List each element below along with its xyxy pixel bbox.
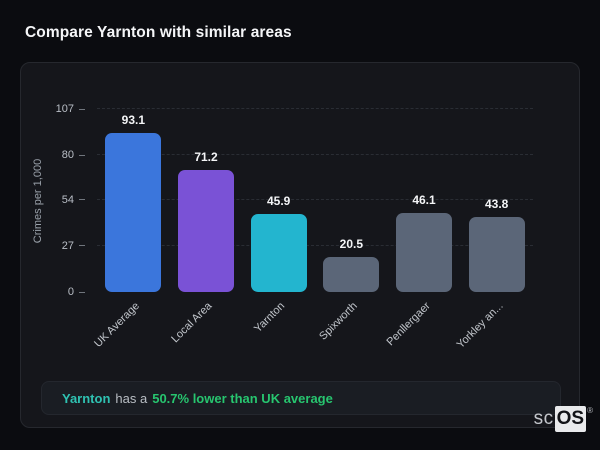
y-tick-27: 27 bbox=[41, 239, 85, 253]
bar-uk-average[interactable] bbox=[105, 132, 162, 292]
bar-penllergaer[interactable] bbox=[396, 213, 452, 292]
x-label-uk-average: UK Average bbox=[91, 300, 142, 350]
bar-spixworth[interactable] bbox=[323, 256, 380, 292]
y-tick-0: 0 bbox=[41, 285, 85, 299]
y-tick-80: 80 bbox=[41, 148, 85, 162]
bar-value-local-area: 71.2 bbox=[194, 150, 218, 165]
summary-middle: has a bbox=[115, 390, 148, 406]
plot-area: Crimes per 1,000 0 27 54 80 107 93.1 UK Averag… bbox=[32, 103, 533, 351]
bar-value-penllergaer: 46.1 bbox=[412, 193, 436, 208]
summary-subject: Yarnton bbox=[62, 390, 111, 406]
summary-note: Yarnton has a 50.7% lower than UK averag… bbox=[41, 381, 561, 415]
registered-mark-icon: ® bbox=[587, 406, 593, 415]
gridline-107 bbox=[97, 108, 533, 109]
bar-value-spixworth: 20.5 bbox=[339, 236, 363, 251]
x-label-yorkley-an: Yorkley an... bbox=[454, 300, 506, 352]
x-label-penllergaer: Penllergaer bbox=[384, 300, 433, 349]
bar-value-yarnton: 45.9 bbox=[266, 193, 291, 208]
logo-prefix: sc bbox=[533, 408, 554, 429]
logo-suffix: OS bbox=[554, 406, 587, 432]
x-label-local-area: Local Area bbox=[169, 300, 215, 346]
gridline-27 bbox=[97, 244, 533, 246]
page-title: Compare Yarnton with similar areas bbox=[25, 24, 292, 41]
bar-value-yorkley-an: 43.8 bbox=[484, 197, 509, 212]
bar-yorkley-an[interactable] bbox=[468, 217, 525, 292]
gridline-80 bbox=[97, 154, 533, 156]
summary-highlight: 50.7% lower than UK average bbox=[152, 390, 333, 406]
y-tick-54: 54 bbox=[41, 193, 85, 207]
bar-value-uk-average: 93.1 bbox=[121, 112, 146, 127]
gridline-54 bbox=[97, 198, 533, 200]
scos-logo: sc OS ® bbox=[534, 406, 593, 432]
bar-local-area[interactable] bbox=[178, 170, 234, 292]
bar-yarnton[interactable] bbox=[250, 213, 307, 292]
y-tick-107: 107 bbox=[41, 102, 85, 116]
chart-card: Crimes per 1,000 0 27 54 80 107 93.1 UK Averag… bbox=[20, 62, 580, 428]
x-label-spixworth: Spixworth bbox=[317, 300, 360, 343]
x-label-yarnton: Yarnton bbox=[252, 300, 288, 336]
